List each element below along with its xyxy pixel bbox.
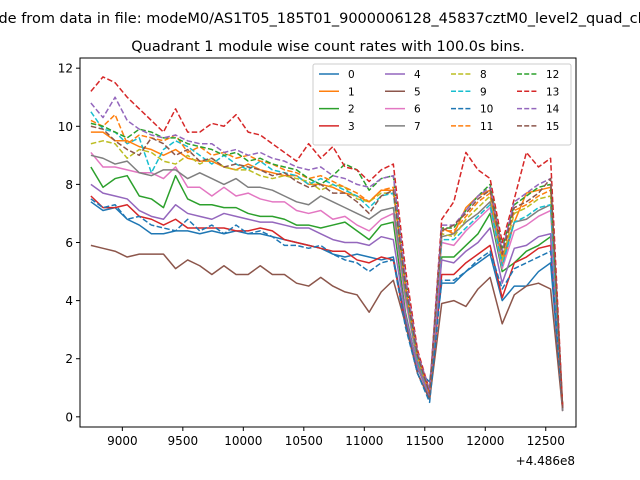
x-tick-label: 9000 [107,434,138,448]
x-offset-label: +4.486e8 [516,454,575,468]
x-tick-label: 10000 [224,434,262,448]
legend-label-8: 8 [480,69,487,81]
y-tick-label: 0 [65,410,73,424]
legend-label-4: 4 [414,69,421,81]
axes-layer: 9000 9500 10000 10500 11000 11500 12000 12500 0 2… [58,62,565,448]
x-tick-label: 11000 [345,434,383,448]
series-line-7 [90,154,564,412]
series-line-13 [90,76,564,409]
series-line-4 [90,183,564,412]
series-line-6 [90,151,564,412]
x-tick-label: 12000 [466,434,504,448]
y-tick-label: 6 [65,236,73,250]
x-tick-label: 10500 [285,434,323,448]
y-tick-label: 8 [65,178,73,192]
plot-frame [79,57,577,428]
legend-label-0: 0 [348,69,355,81]
legend-label-6: 6 [414,104,421,116]
legend-label-13: 13 [546,86,559,98]
legend-label-14: 14 [546,104,560,116]
series-line-10 [90,198,564,409]
legend-label-12: 12 [546,69,559,81]
series-line-8 [90,140,564,409]
legend-label-15: 15 [546,121,559,133]
figure-suptitle: Plot made from data in file: modeM0/AS1T… [0,11,640,27]
series-line-12 [90,122,564,409]
x-tick-label: 9500 [168,434,199,448]
x-tick-label: 11500 [406,434,444,448]
series-line-14 [90,96,564,409]
y-tick-label: 2 [65,352,73,366]
series-line-2 [90,166,564,412]
legend-label-5: 5 [414,86,421,98]
series-layer [90,76,564,412]
series-line-9 [90,111,564,409]
series-line-5 [90,244,564,412]
series-line-11 [90,113,564,409]
legend-label-11: 11 [480,121,493,133]
series-line-15 [90,125,564,409]
series-line-1 [90,131,564,409]
series-line-3 [90,195,564,409]
y-tick-label: 10 [58,120,73,134]
legend-label-1: 1 [348,86,355,98]
legend-label-7: 7 [414,121,421,133]
y-tick-label: 4 [65,294,73,308]
chart-title: Quadrant 1 module wise count rates with … [131,39,525,55]
series-line-0 [90,201,564,409]
legend-label-10: 10 [480,104,493,116]
legend-label-2: 2 [348,104,355,116]
y-tick-label: 12 [58,62,73,76]
x-tick-label: 12500 [527,434,565,448]
legend-box [312,63,572,146]
legend-label-9: 9 [480,86,487,98]
legend-label-3: 3 [348,121,355,133]
